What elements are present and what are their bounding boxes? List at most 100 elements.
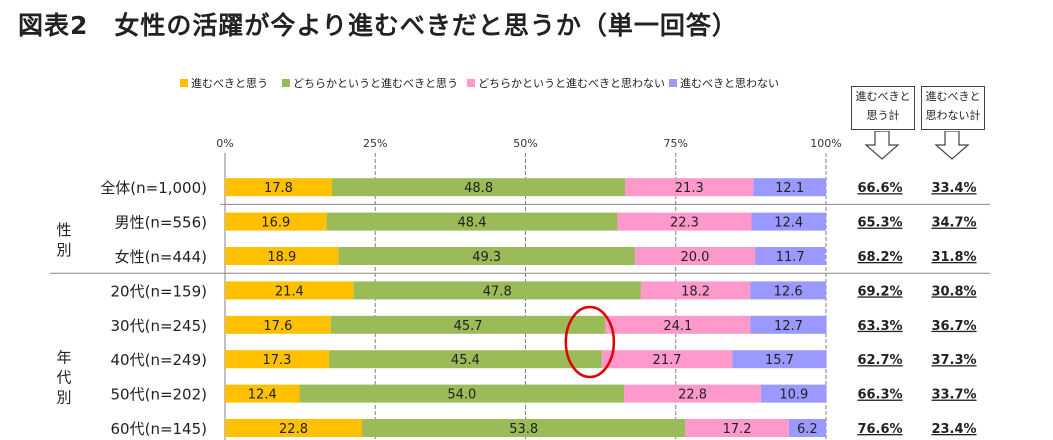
agree-total-value: 68.2% [857,250,902,265]
data-label: 48.4 [458,216,487,231]
bar-segment [605,315,751,334]
bar-segment [362,419,686,437]
agree-total-value: 76.6% [857,422,902,437]
data-label: 18.9 [267,250,296,265]
bar-segment [732,350,827,369]
legend-label: どちらかというと進むべきと思う [293,77,458,90]
data-label: 17.6 [263,319,292,334]
x-tick-label: 75% [664,137,688,150]
group-label: 性 [56,221,71,239]
data-label: 12.4 [248,388,277,403]
bar-segment [634,247,756,265]
data-label: 21.3 [675,181,704,196]
legend-label: 進むべきと思う [191,77,268,90]
data-label: 22.3 [670,216,699,231]
agree-total-header: 進むべきと 思う計 [851,86,915,130]
down-arrow-icon [934,131,970,160]
data-label: 24.1 [663,319,692,334]
bar-segment [601,350,733,369]
bar-segment [225,315,331,334]
legend-label: 進むべきと思わない [680,77,779,90]
group-label: 代 [56,368,71,386]
data-label: 18.2 [681,284,710,299]
data-label: 6.2 [797,422,818,437]
agree-total-value: 66.3% [857,388,902,403]
disagree-total-value: 33.7% [931,388,976,403]
category-label: 20代(n=159) [111,282,208,300]
bar-segment [751,212,826,231]
data-label: 45.4 [451,353,480,368]
data-label: 12.1 [775,181,804,196]
x-tick-label: 50% [513,137,537,150]
data-label: 45.7 [454,319,483,334]
bar-segment [625,178,754,197]
category-label: 30代(n=245) [111,317,208,335]
data-label: 20.0 [681,250,710,265]
data-label: 22.8 [678,388,707,403]
bar-segment [299,384,625,403]
bar-segment [617,212,752,231]
category-label: 40代(n=249) [111,351,208,369]
category-label: 女性(n=444) [115,248,207,266]
group-label: 年 [56,348,71,366]
data-label: 47.8 [483,284,512,299]
down-arrow-icon [864,131,900,160]
data-label: 12.4 [774,216,803,231]
data-label: 54.0 [447,388,476,403]
disagree-total-value: 31.8% [931,250,976,265]
data-label: 11.7 [776,250,805,265]
bar-segment [338,247,635,265]
bar-segment [761,384,827,403]
category-label: 男性(n=556) [115,214,207,232]
data-label: 49.3 [472,250,501,265]
bar-segment [225,281,354,300]
bar-segment [225,384,300,403]
data-label: 48.8 [464,181,493,196]
bar-segment [331,178,626,197]
bar-segment [225,419,363,437]
bar-segment [755,247,826,265]
disagree-total-value: 23.4% [931,422,976,437]
bar-segment [750,315,827,334]
disagree-total-value: 33.4% [931,181,976,196]
bar-segment [640,281,751,300]
data-label: 53.8 [509,422,538,437]
group-label: 別 [56,388,71,406]
data-label: 12.7 [774,319,803,334]
legend-swatch [282,79,290,87]
chart-title: 図表2 女性の活躍が今より進むべきだと思うか（単一回答） [18,11,738,40]
bar-segment [753,178,826,197]
data-label: 17.2 [723,422,752,437]
disagree-total-value: 30.8% [931,284,976,299]
bar-segment [225,350,329,369]
x-tick-label: 100% [810,137,841,150]
data-label: 21.7 [653,353,682,368]
agree-total-value: 66.6% [857,181,902,196]
data-label: 22.8 [279,422,308,437]
data-label: 16.9 [261,216,290,231]
data-label: 17.3 [263,353,292,368]
agree-total-value: 65.3% [857,216,902,231]
disagree-total-value: 34.7% [931,216,976,231]
highlight-ellipse [564,305,616,379]
data-label: 10.9 [779,388,808,403]
agree-total-value: 62.7% [857,353,902,368]
group-label: 別 [56,241,71,259]
data-label: 17.8 [264,181,293,196]
bar-segment [788,419,826,437]
bar-segment [330,315,606,334]
legend-label: どちらかというと進むべきと思わない [478,77,665,90]
agree-total-value: 69.2% [857,284,902,299]
bar-segment [326,212,618,231]
disagree-total-value: 36.7% [931,319,976,334]
bar-segment [353,281,641,300]
x-tick-label: 0% [216,137,233,150]
data-label: 12.6 [774,284,803,299]
bar-segment [685,419,789,437]
disagree-total-header: 進むべきと 思わない計 [921,86,985,130]
bar-segment [225,247,339,265]
legend-swatch [467,79,475,87]
data-label: 15.7 [765,353,794,368]
bar-segment [750,281,826,300]
